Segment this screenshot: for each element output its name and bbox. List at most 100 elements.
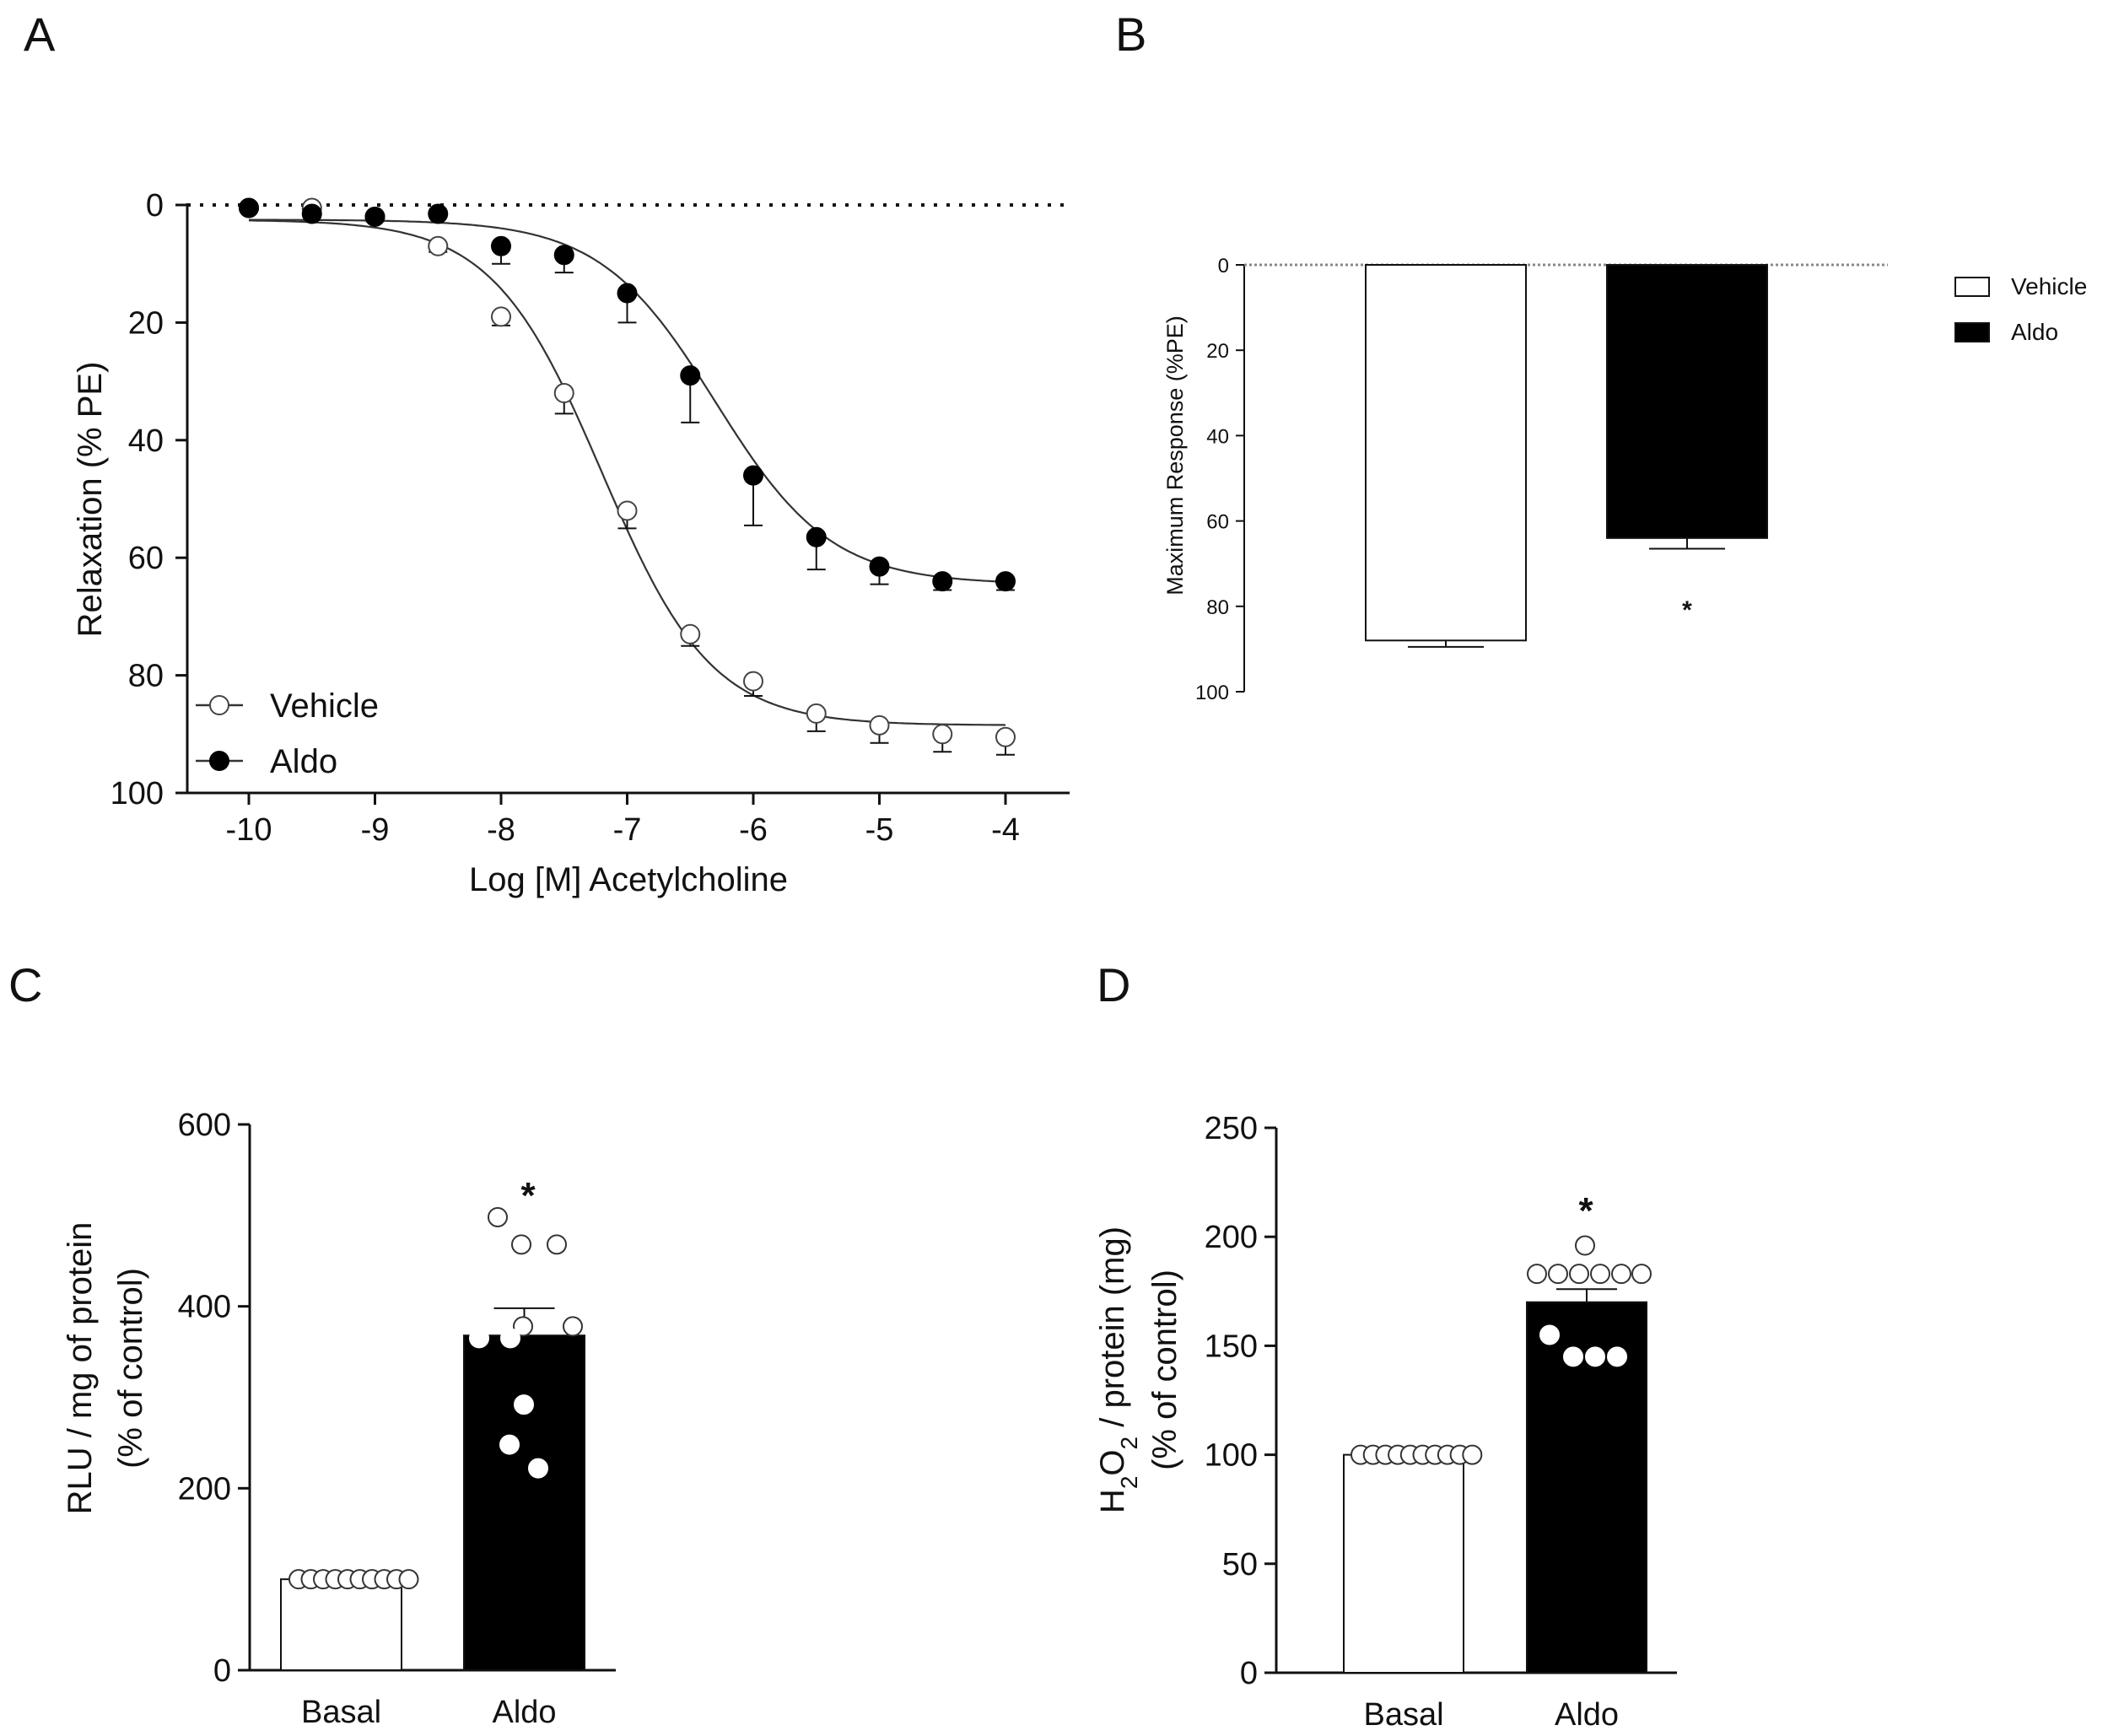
- y-axis-label-c-line2: (% of control): [112, 1268, 149, 1469]
- x-tick-label-a: -7: [613, 812, 642, 848]
- data-point-aldo: [364, 206, 385, 227]
- data-point-vehicle: [680, 623, 701, 644]
- legend-swatch-vehicle: [1954, 277, 1990, 297]
- y-label-rest: / protein (mg): [1094, 1227, 1131, 1437]
- x-tick-label-d: Basal: [1363, 1697, 1443, 1733]
- y-axis-label-a: Relaxation (% PE): [72, 362, 109, 638]
- legend-label-vehicle: Vehicle: [2011, 273, 2087, 299]
- data-point-d-basal: [1462, 1444, 1483, 1465]
- data-point-d-aldo: [1575, 1235, 1595, 1256]
- x-tick-label-a: -4: [991, 812, 1020, 848]
- legend-label-aldo: Aldo: [270, 743, 337, 780]
- data-point-c-aldo: [547, 1234, 567, 1255]
- data-point-d-aldo: [1590, 1264, 1610, 1285]
- panel-label-b: B: [1115, 8, 1146, 61]
- data-point-vehicle: [995, 726, 1016, 747]
- x-tick-label-c: Aldo: [492, 1695, 556, 1730]
- y-tick-label-d: 250: [1205, 1111, 1258, 1146]
- data-point-aldo: [806, 526, 827, 547]
- bar-basal-c: [280, 1578, 402, 1671]
- y-tick-label-b: 0: [1218, 255, 1229, 278]
- y-tick-label-a: 60: [128, 541, 164, 576]
- panel-label-a: A: [24, 8, 56, 61]
- data-point-d-aldo: [1611, 1264, 1631, 1285]
- data-point-aldo: [301, 203, 322, 224]
- y-tick-label-b: 20: [1206, 340, 1229, 363]
- significance-marker-b: *: [1682, 596, 1692, 624]
- data-point-vehicle: [617, 500, 638, 521]
- y-tick-label-b: 40: [1206, 425, 1229, 448]
- y-axis-label-b: Maximum Response (%PE): [1162, 315, 1188, 596]
- data-point-aldo: [428, 203, 449, 224]
- bar-basal-d: [1343, 1453, 1464, 1674]
- data-point-aldo: [491, 235, 511, 256]
- data-point-d-aldo: [1569, 1264, 1589, 1285]
- data-point-c-aldo: [500, 1328, 520, 1349]
- x-tick-label-a: -8: [487, 812, 515, 848]
- x-tick-label-a: -5: [865, 812, 894, 848]
- legend-marker-aldo: [209, 751, 229, 771]
- data-point-d-aldo: [1527, 1264, 1547, 1285]
- data-point-c-aldo: [528, 1458, 548, 1479]
- data-point-c-aldo: [511, 1234, 531, 1255]
- data-point-d-aldo: [1607, 1346, 1627, 1367]
- y-axis-label-d-line2: (% of control): [1146, 1270, 1183, 1470]
- y-label-sub-2: 2: [1116, 1437, 1142, 1450]
- y-tick-label-c: 400: [178, 1290, 231, 1325]
- legend-marker-vehicle: [209, 695, 229, 715]
- data-point-vehicle: [491, 306, 511, 327]
- y-label-o: O: [1094, 1449, 1131, 1475]
- data-point-vehicle: [806, 703, 827, 724]
- bar-vehicle: [1365, 264, 1527, 642]
- legend-swatch-aldo: [1954, 322, 1990, 342]
- data-point-c-aldo: [499, 1434, 520, 1455]
- data-point-vehicle: [869, 714, 890, 736]
- y-tick-label-b: 100: [1195, 682, 1229, 704]
- data-point-c-aldo: [488, 1206, 508, 1227]
- panel-b: 0 20 40 60 80 100 Maximum Response (%PE) *: [1162, 255, 1888, 704]
- data-point-c-aldo: [469, 1328, 489, 1349]
- y-tick-label-c: 0: [213, 1653, 231, 1689]
- x-tick-label-d: Aldo: [1555, 1697, 1619, 1733]
- data-point-c-aldo: [513, 1316, 533, 1337]
- y-axis-label-d: H2O2 / protein (mg): [1094, 1227, 1142, 1513]
- data-point-d-aldo: [1563, 1346, 1583, 1367]
- y-tick-label-a: 40: [128, 423, 164, 459]
- x-tick-label-a: -9: [361, 812, 390, 848]
- data-point-aldo: [932, 571, 953, 592]
- x-tick-label-a: -6: [739, 812, 768, 848]
- data-point-vehicle: [932, 724, 953, 745]
- y-label-h: H: [1094, 1489, 1131, 1513]
- data-point-aldo: [743, 465, 763, 486]
- legend-label-aldo: Aldo: [2011, 319, 2058, 345]
- y-tick-label-c: 200: [178, 1471, 231, 1507]
- legend-b: Vehicle Aldo: [1954, 273, 2087, 345]
- y-tick-label-a: 20: [128, 305, 164, 341]
- y-tick-label-d: 150: [1205, 1329, 1258, 1364]
- panel-label-d: D: [1097, 958, 1130, 1011]
- y-tick-label-b: 80: [1206, 596, 1229, 619]
- y-label-sub-1: 2: [1116, 1476, 1142, 1490]
- data-point-aldo: [553, 245, 574, 266]
- data-point-d-aldo: [1539, 1324, 1560, 1345]
- panel-c: 0 200 400 600 RLU / mg of protein (% of contr…: [62, 1108, 616, 1730]
- y-tick-label-d: 100: [1205, 1438, 1258, 1474]
- data-point-vehicle: [553, 383, 574, 404]
- data-point-d-aldo: [1631, 1264, 1652, 1285]
- data-point-c-basal: [398, 1569, 419, 1590]
- x-tick-label-c: Basal: [301, 1695, 381, 1730]
- x-axis-label-a: Log [M] Acetylcholine: [469, 861, 788, 898]
- y-tick-label-a: 100: [111, 776, 164, 811]
- data-point-vehicle: [743, 671, 763, 692]
- x-tick-label-a: -10: [226, 812, 272, 848]
- data-point-c-aldo: [514, 1394, 534, 1415]
- y-tick-label-a: 0: [146, 188, 164, 224]
- significance-marker-c: *: [520, 1175, 536, 1216]
- data-point-aldo: [869, 556, 890, 577]
- data-point-vehicle: [428, 235, 449, 256]
- y-axis-label-c-line1: RLU / mg of protein: [62, 1222, 99, 1515]
- panel-label-c: C: [8, 958, 42, 1011]
- y-tick-label-a: 80: [128, 659, 164, 694]
